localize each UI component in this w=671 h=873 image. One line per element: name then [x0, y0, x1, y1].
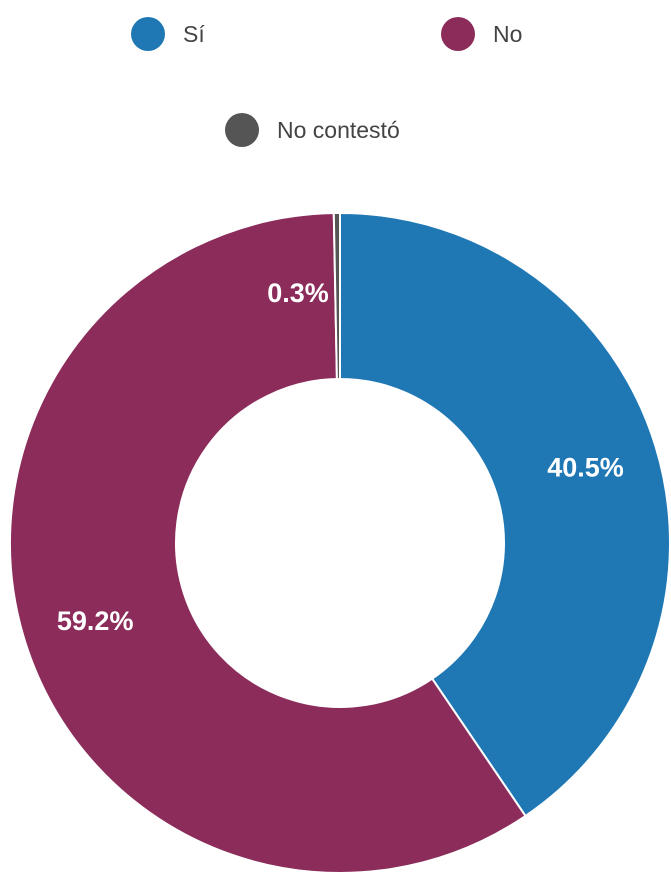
legend-item-no[interactable]: No	[441, 17, 522, 51]
slice-no-contesto[interactable]	[332, 211, 341, 381]
legend-item-no-contesto[interactable]: No contestó	[225, 113, 400, 147]
legend-swatch-no	[441, 17, 475, 51]
slice-label-no: 59.2%	[57, 606, 134, 636]
slice-label-si: 40.5%	[547, 452, 624, 482]
slice-no[interactable]	[9, 212, 527, 873]
legend-label-no: No	[493, 20, 523, 47]
legend-item-si[interactable]: Sí	[131, 17, 205, 51]
legend-swatch-no-contesto	[225, 113, 259, 147]
slice-label-no-contesto: 0.3%	[267, 278, 329, 308]
legend-label-no-contesto: No contestó	[277, 116, 400, 143]
legend-label-si: Sí	[183, 20, 205, 47]
slice-si[interactable]	[339, 211, 671, 818]
legend-swatch-si	[131, 17, 165, 51]
